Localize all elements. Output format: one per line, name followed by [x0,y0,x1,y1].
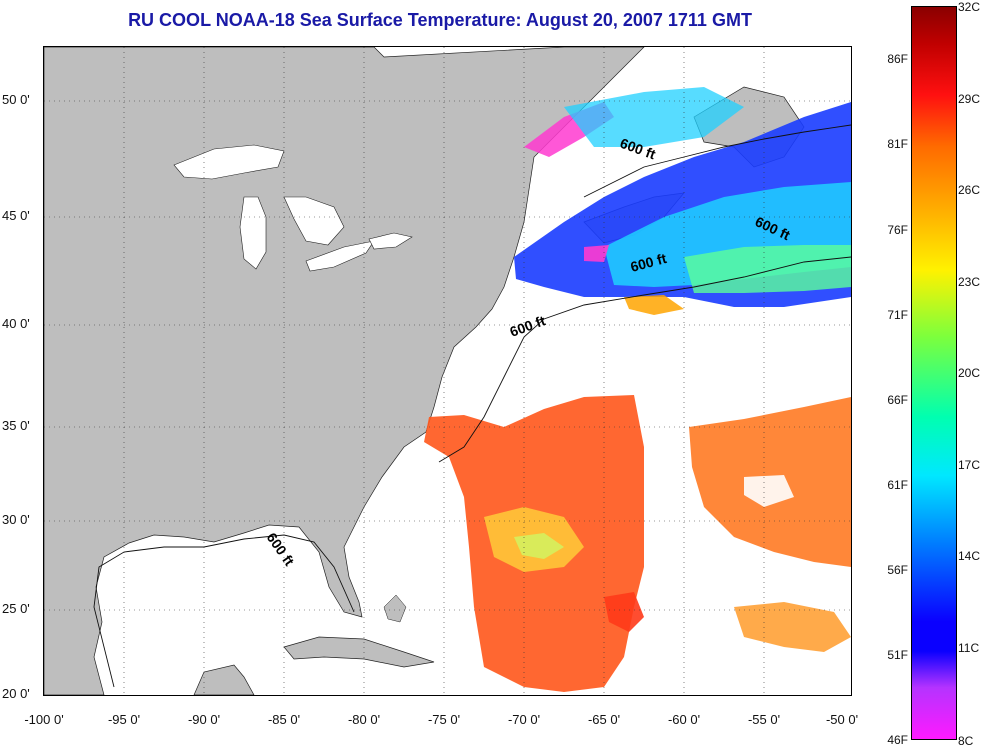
colorbar-c-32: 32C [958,0,981,14]
lon-label-100: -100 0' [24,712,64,727]
lon-label-95: -95 0' [107,712,141,727]
isobath-600ft [93,124,851,688]
colorbar-c-17: 17C [958,458,981,472]
lat-label-35: 35 0' [2,418,30,433]
map-title: RU COOL NOAA-18 Sea Surface Temperature:… [128,10,752,30]
colorbar-c-20: 20C [958,366,981,380]
temperature-colorbar [911,6,957,740]
lake-huron [283,196,345,246]
lon-label-65: -65 0' [587,712,621,727]
colorbar-f-71: 71F [887,308,908,322]
lon-label-75: -75 0' [427,712,461,727]
land-bahamas [383,594,407,623]
colorbar-c-23: 23C [958,275,981,289]
sst-map: 600 ft 600 ft 600 ft 600 ft 600 ft [43,46,852,696]
colorbar-f-51: 51F [887,648,908,662]
colorbar-c-14: 14C [958,549,981,563]
lon-label-55: -55 0' [747,712,781,727]
sst-swath-north [514,87,851,315]
colorbar-c-26: 26C [958,183,981,197]
lat-label-30: 30 0' [2,512,30,527]
land-yucatan [193,664,255,695]
lon-label-90: -90 0' [187,712,221,727]
lake-michigan [239,196,267,270]
colorbar-f-81: 81F [887,137,908,151]
lon-label-85: -85 0' [267,712,301,727]
colorbar-f-56: 56F [887,563,908,577]
isobath-label-5: 600 ft [264,530,298,569]
colorbar-c-11: 11C [958,641,980,655]
colorbar-c-8: 8C [958,734,974,748]
lat-label-25: 25 0' [2,601,30,616]
lake-superior [173,144,285,180]
lake-ontario [368,232,413,250]
lat-label-45: 45 0' [2,208,30,223]
lon-label-70: -70 0' [507,712,541,727]
lat-label-50: 50 0' [2,92,30,107]
land-cuba [283,636,435,668]
colorbar-f-86: 86F [887,52,908,66]
colorbar-f-66: 66F [887,393,908,407]
lat-label-40: 40 0' [2,316,30,331]
sst-swath-south [424,395,851,692]
isobath-label-4: 600 ft [508,312,548,340]
lat-label-20: 20 0' [2,686,30,701]
colorbar-f-46: 46F [887,733,908,747]
lon-label-80: -80 0' [347,712,381,727]
map-canvas: 600 ft 600 ft 600 ft 600 ft 600 ft [44,47,851,695]
colorbar-f-76: 76F [887,223,908,237]
lon-label-50: -50 0' [825,712,859,727]
lon-label-60: -60 0' [667,712,701,727]
colorbar-f-61: 61F [887,478,908,492]
colorbar-c-29: 29C [958,92,981,106]
graticule [44,47,851,695]
lake-erie [305,240,375,272]
